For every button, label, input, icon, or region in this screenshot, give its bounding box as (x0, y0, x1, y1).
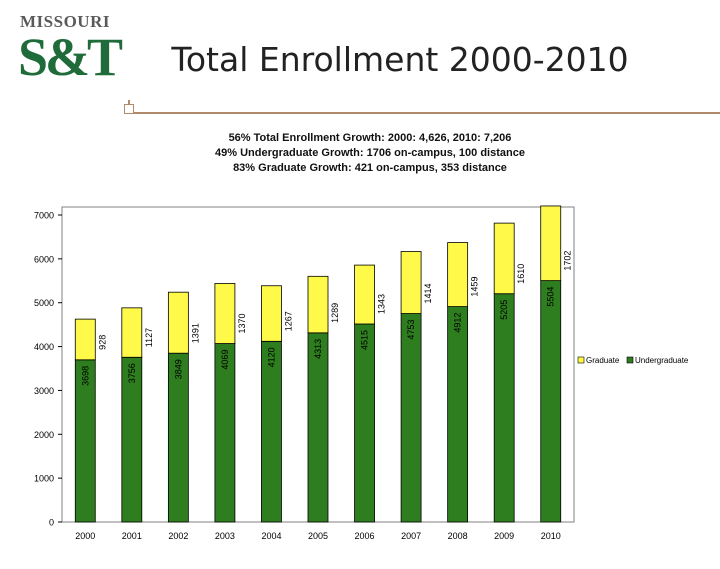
y-tick-label: 5000 (34, 298, 54, 308)
undergraduate-bar (400, 313, 422, 523)
title-divider (130, 112, 720, 114)
legend-swatch-undergraduate (626, 356, 634, 364)
legend-label-graduate: Graduate (586, 356, 620, 365)
graduate-bar (400, 251, 422, 314)
graduate-data-label: 1289 (330, 303, 340, 323)
undergraduate-data-label: 3698 (80, 366, 90, 386)
y-tick-label: 2000 (34, 430, 54, 440)
graduate-data-label: 1343 (377, 294, 387, 314)
x-tick-label: 2001 (122, 531, 142, 541)
graduate-data-label: 1414 (423, 284, 433, 304)
graduate-bar (540, 205, 562, 282)
graduate-data-label: 1127 (144, 328, 154, 347)
undergraduate-bar (261, 340, 282, 523)
y-tick-label: 1000 (34, 474, 54, 484)
x-tick-label: 2003 (215, 531, 235, 541)
undergraduate-data-label: 5504 (546, 287, 556, 307)
graduate-bar (307, 275, 329, 334)
y-tick-label: 3000 (34, 386, 54, 396)
undergraduate-data-label: 4120 (266, 347, 276, 367)
undergraduate-bar (540, 280, 562, 523)
graduate-data-label: 1459 (470, 277, 480, 297)
undergraduate-bar (493, 293, 515, 523)
title-divider-square (124, 104, 134, 114)
undergraduate-bar (447, 306, 469, 523)
summary-line-graduate: 83% Graduate Growth: 421 on-campus, 353 … (233, 162, 507, 174)
x-tick-label: 2007 (401, 531, 421, 541)
y-tick-label: 0 (49, 518, 54, 528)
x-tick-label: 2002 (168, 531, 188, 541)
enrollment-summary: 56% Total Enrollment Growth: 2000: 4,626… (0, 131, 720, 176)
undergraduate-data-label: 4313 (313, 339, 323, 359)
logo-wordmark-top: MISSOURI (20, 12, 110, 31)
x-tick-label: 2010 (541, 531, 561, 541)
x-tick-label: 2006 (355, 531, 375, 541)
summary-line-total: 56% Total Enrollment Growth: 2000: 4,626… (228, 132, 512, 144)
graduate-bar (214, 283, 236, 344)
x-tick-label: 2004 (261, 531, 281, 541)
undergraduate-bar (307, 332, 329, 523)
undergraduate-data-label: 4912 (453, 313, 463, 333)
x-tick-label: 2009 (494, 531, 514, 541)
summary-line-undergraduate: 49% Undergraduate Growth: 1706 on-campus… (215, 147, 525, 159)
graduate-bar (74, 318, 96, 361)
graduate-bar (167, 291, 189, 354)
legend-swatch-graduate (577, 356, 585, 364)
graduate-bar (354, 264, 375, 325)
x-tick-label: 2005 (308, 531, 328, 541)
graduate-data-label: 1610 (516, 264, 526, 284)
y-tick-label: 6000 (34, 254, 54, 264)
undergraduate-data-label: 4069 (220, 350, 230, 370)
graduate-data-label: 1702 (563, 251, 573, 271)
undergraduate-data-label: 4753 (406, 320, 416, 340)
graduate-bar (261, 285, 282, 342)
graduate-data-label: 1267 (283, 311, 293, 331)
y-tick-label: 7000 (34, 211, 54, 221)
x-tick-label: 2000 (75, 531, 95, 541)
undergraduate-data-label: 3849 (173, 359, 183, 379)
graduate-data-label: 1370 (237, 314, 247, 334)
graduate-bar (493, 222, 515, 295)
undergraduate-data-label: 3756 (127, 363, 137, 383)
legend-label-undergraduate: Undergraduate (635, 356, 689, 365)
undergraduate-bar (354, 323, 375, 523)
graduate-data-label: 928 (97, 335, 107, 350)
slide-title: Total Enrollment 2000-2010 (171, 40, 629, 79)
university-logo: MISSOURI S&T (18, 10, 123, 90)
graduate-bar (121, 307, 143, 358)
x-tick-label: 2008 (448, 531, 468, 541)
graduate-bar (447, 242, 469, 307)
y-tick-label: 4000 (34, 342, 54, 352)
undergraduate-data-label: 4515 (360, 330, 370, 350)
undergraduate-data-label: 5205 (499, 300, 509, 320)
logo-wordmark-main: S&T (18, 27, 123, 87)
graduate-data-label: 1391 (190, 323, 200, 343)
